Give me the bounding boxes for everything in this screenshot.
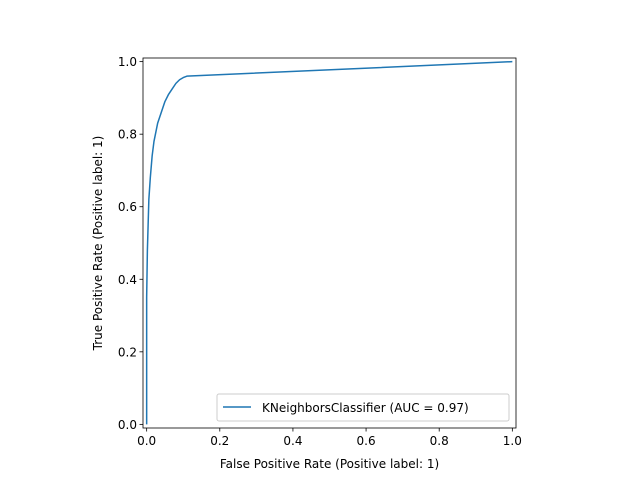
x-tick-label: 0.2 xyxy=(210,434,229,448)
legend: KNeighborsClassifier (AUC = 0.97) xyxy=(216,393,510,422)
legend-frame xyxy=(216,393,510,422)
y-tick-label: 1.0 xyxy=(118,55,137,69)
x-tick-label: 0.4 xyxy=(283,434,302,448)
x-tick-label: 1.0 xyxy=(503,434,522,448)
y-tick-label: 0.0 xyxy=(118,418,137,432)
y-axis-label: True Positive Rate (Positive label: 1) xyxy=(91,136,105,352)
y-tick-label: 0.2 xyxy=(118,345,137,359)
y-tick-label: 0.4 xyxy=(118,273,137,287)
axes: 0.0 0.2 0.4 0.6 0.8 1.0 0.0 0.2 0.4 0.6 0.8 1.0 xyxy=(118,55,522,448)
x-tick-label: 0.8 xyxy=(430,434,449,448)
series-line-0 xyxy=(145,60,513,425)
legend-label: KNeighborsClassifier (AUC = 0.97) xyxy=(262,401,469,415)
x-tick-label: 0.6 xyxy=(357,434,376,448)
plot-area xyxy=(145,60,513,425)
x-tick-label: 0.0 xyxy=(137,434,156,448)
y-tick-label: 0.6 xyxy=(118,200,137,214)
axes-frame xyxy=(142,57,517,429)
x-axis-label: False Positive Rate (Positive label: 1) xyxy=(220,457,439,471)
y-tick-label: 0.8 xyxy=(118,128,137,142)
